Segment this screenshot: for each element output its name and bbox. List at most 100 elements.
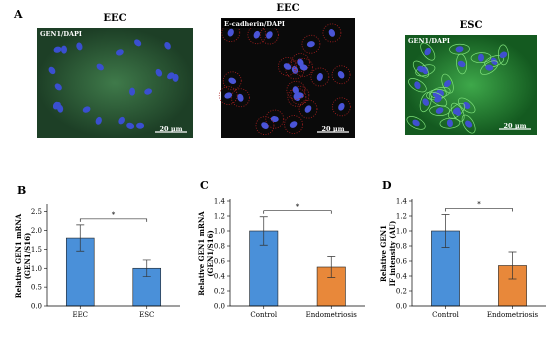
nucleus [283,63,292,70]
nucleus [76,42,83,51]
y-tick-label: 1.2 [214,213,225,221]
membrane [287,87,307,107]
cytoskeleton [412,60,430,78]
nucleus [338,102,345,111]
nucleus [134,39,142,47]
x-tick-label: ESC [139,311,154,319]
nucleus [48,66,56,75]
significance-bracket [445,208,513,212]
membrane [231,88,250,108]
cytoskeleton [498,44,509,66]
cytoskeleton [458,97,476,114]
y-axis-label: (GEN1/S16) [23,233,32,280]
stain-label-bg [222,19,280,28]
axes [229,199,365,307]
nucleus [172,73,179,82]
significance: * [296,203,300,211]
error-bar [327,256,336,278]
image-title: EEC [276,3,299,14]
nucleus [417,65,425,73]
membrane [290,85,310,105]
nucleus [228,77,237,85]
nucleus [57,104,64,113]
y-tick-label: 0.6 [396,258,408,266]
cytoskeleton [441,73,454,94]
x-tick-label: EEC [72,311,88,319]
y-tick-label: 1.0 [214,228,225,236]
nucleus [328,29,336,37]
cytoskeleton [406,116,426,130]
nucleus [424,47,432,56]
axes [46,204,180,307]
y-axis-label: Relative GEN1 [379,225,388,282]
y-tick-label: 0.4 [214,273,226,281]
image-title: ESC [460,20,483,31]
y-tick-label: 0.8 [396,243,407,251]
membrane [301,34,321,54]
membrane [247,25,267,45]
nucleus [434,95,442,103]
scale-label: 20 μm [504,122,527,130]
nucleus [435,107,444,114]
y-tick-label: 1.0 [396,228,407,236]
cytoskeleton [428,91,448,107]
nucleus [412,119,420,127]
nucleus [224,92,233,99]
y-tick-label: 1.4 [214,198,226,206]
y-tick-label: 0.0 [396,303,407,311]
y-tick-label: 1.4 [396,198,408,206]
cytoskeleton [415,64,436,77]
nucleus [95,116,102,125]
membrane [291,53,310,72]
nucleus [306,41,315,48]
nucleus [455,46,464,53]
nucleus [96,63,104,71]
x-tick-label: Endometriosis [306,311,358,319]
y-tick-label: 0.0 [214,303,225,311]
nucleus [457,60,466,68]
nucleus [454,108,462,116]
y-tick-label: 2.0 [31,227,42,235]
membrane [278,57,297,76]
image-title: EEC [103,13,126,24]
membrane [265,109,285,129]
membrane [260,25,279,45]
y-axis-label: IF intensity (AU) [388,221,397,287]
nucleus [414,81,421,90]
nucleus [155,68,163,77]
nucleus [316,73,323,81]
stain-label: GEN1/DAPI [408,37,450,45]
y-tick-label: 2.5 [31,208,42,216]
cytoskeleton [480,60,499,75]
panel-label: D [382,179,392,192]
nucleus [292,86,299,95]
significance: * [112,211,116,219]
cytoskeleton [419,92,432,113]
y-tick-label: 1.5 [31,246,42,254]
nucleus [53,46,62,53]
axes [411,199,546,307]
y-tick-label: 1.2 [396,213,407,221]
panel-label: C [200,179,209,192]
error-bar [508,251,517,280]
scale-label: 20 μm [322,125,345,133]
cytoskeleton [449,43,470,55]
nucleus [261,122,269,129]
nucleus [253,30,261,39]
y-tick-label: 0.6 [214,258,226,266]
cytoskeleton [450,102,465,122]
nucleus [126,122,135,129]
nucleus [116,49,124,56]
nucleus [167,72,175,80]
nucleus [54,83,62,91]
membrane [310,67,330,87]
membrane [331,65,351,85]
membrane [284,115,304,134]
nucleus [446,119,453,128]
nucleus [478,53,485,62]
error-bar [441,214,450,248]
nucleus [270,116,279,123]
nucleus [444,80,452,88]
nucleus [304,105,312,113]
membrane [221,23,241,43]
